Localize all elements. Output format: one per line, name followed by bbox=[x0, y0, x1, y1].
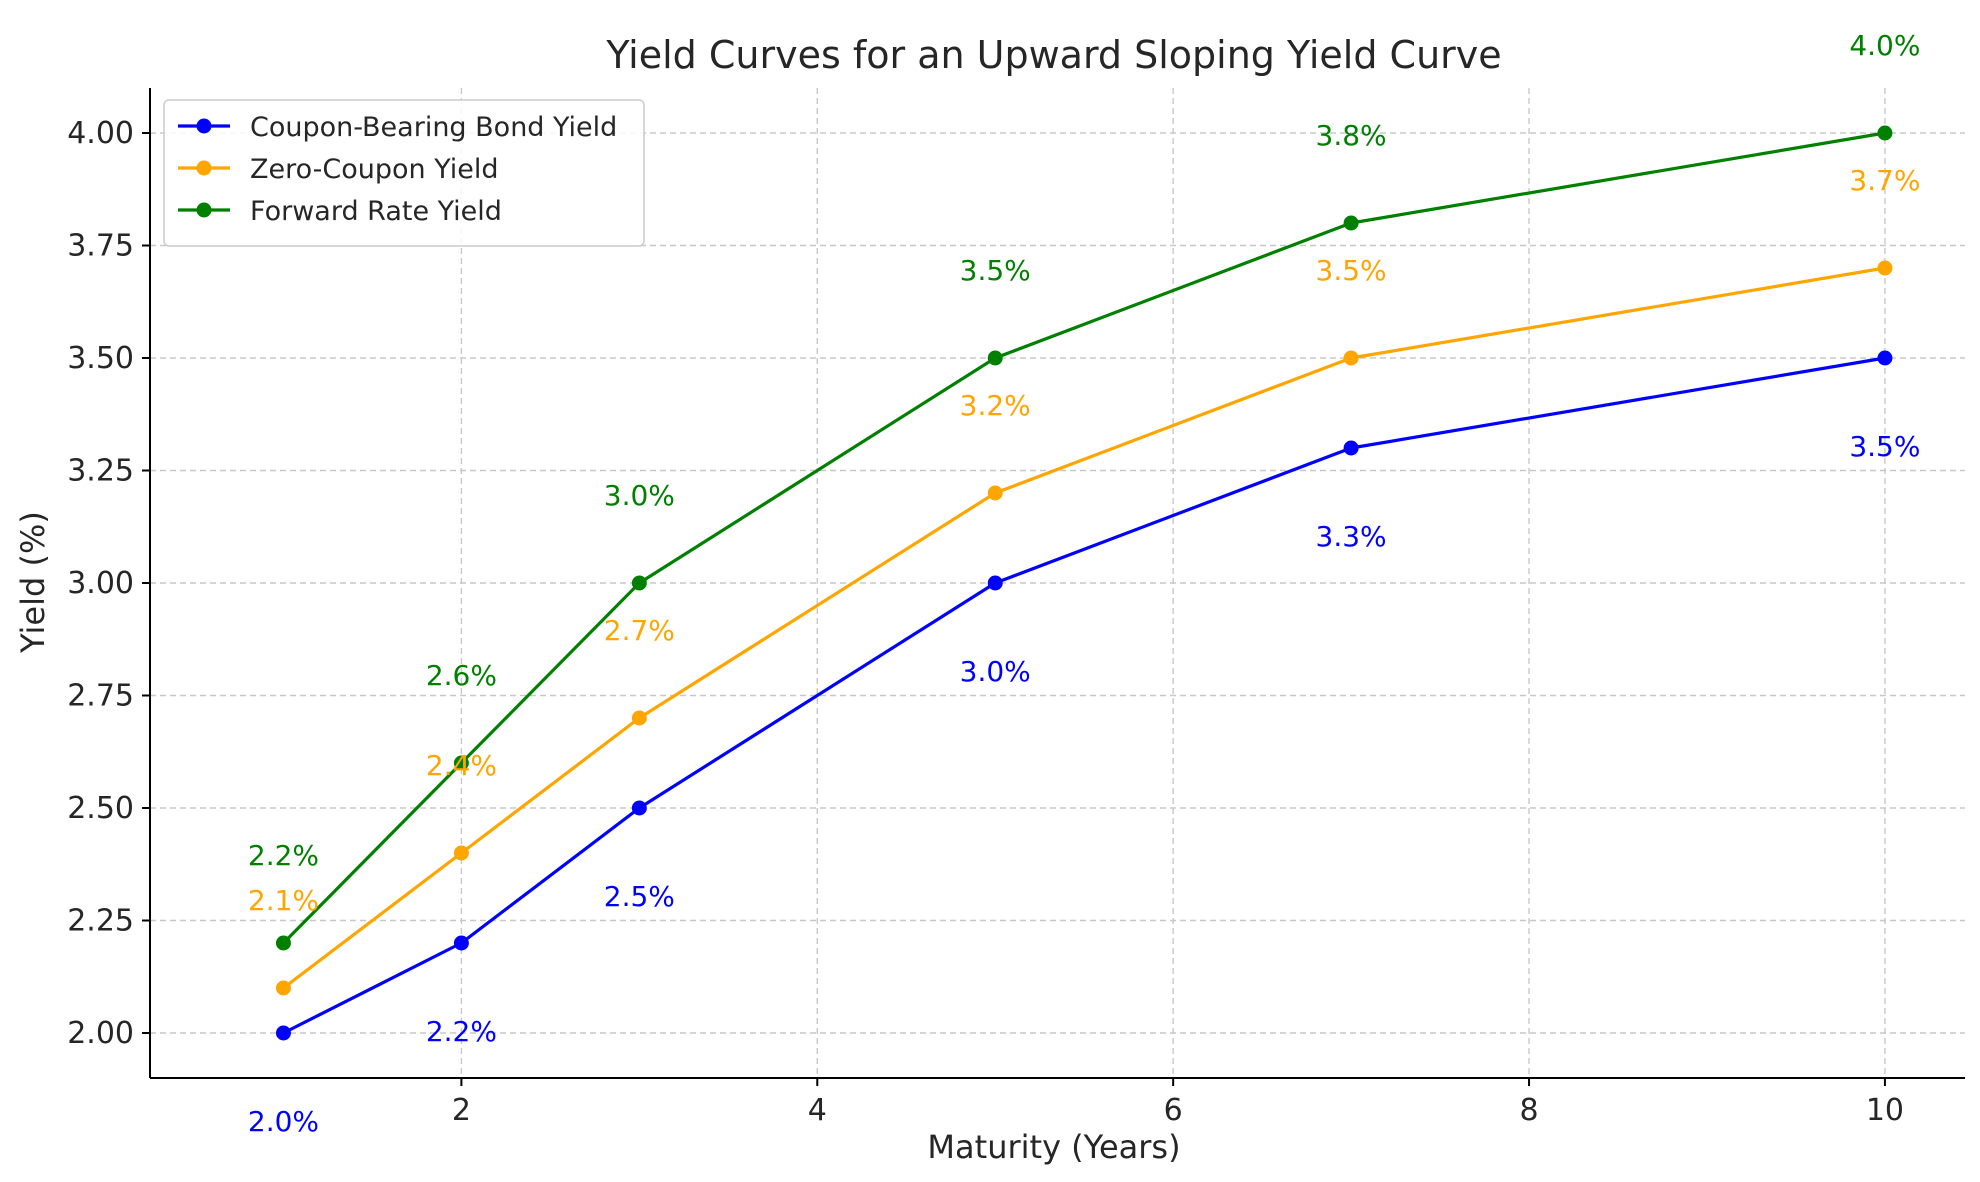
data-label: 2.5% bbox=[604, 880, 675, 913]
axes: 2 4 6 8 10 2.00 2.25 2.50 2.75 3.00 3.25 3.50 3.75 4.… bbox=[67, 88, 1965, 1128]
data-point bbox=[1343, 350, 1359, 366]
data-labels: 2.0% 2.2% 2.5% 3.0% 3.3% 3.5% 2.1% 2.4% 2.7% 3.2%… bbox=[248, 29, 1921, 1138]
y-tick-label: 3.25 bbox=[67, 454, 134, 489]
data-point bbox=[453, 755, 469, 771]
data-label: 3.0% bbox=[604, 479, 675, 512]
legend-entry-label: Coupon-Bearing Bond Yield bbox=[250, 112, 617, 143]
x-tick-label: 8 bbox=[1519, 1093, 1538, 1128]
data-label: 2.6% bbox=[426, 659, 497, 692]
legend: Coupon-Bearing Bond Yield Zero-Coupon Yie… bbox=[163, 99, 645, 247]
y-tick-label: 3.75 bbox=[67, 229, 134, 264]
data-label: 3.0% bbox=[960, 655, 1031, 688]
x-axis-label: Maturity (Years) bbox=[927, 1128, 1180, 1166]
data-label: 4.0% bbox=[1849, 29, 1920, 62]
data-point bbox=[631, 800, 647, 816]
data-label: 2.4% bbox=[426, 749, 497, 782]
data-label: 3.3% bbox=[1316, 520, 1387, 553]
legend-entry-label: Forward Rate Yield bbox=[250, 196, 502, 227]
data-point bbox=[1877, 125, 1893, 141]
data-label: 2.2% bbox=[248, 839, 319, 872]
x-tick-label: 10 bbox=[1866, 1093, 1904, 1128]
x-tick-label: 4 bbox=[808, 1093, 827, 1128]
data-point bbox=[453, 845, 469, 861]
y-tick-label: 2.25 bbox=[67, 904, 134, 939]
legend-frame bbox=[163, 99, 645, 247]
data-label: 3.2% bbox=[960, 389, 1031, 422]
legend-swatch-marker bbox=[196, 202, 212, 218]
data-point bbox=[987, 350, 1003, 366]
legend-entry-label: Zero-Coupon Yield bbox=[250, 154, 499, 185]
data-label: 2.0% bbox=[248, 1105, 319, 1138]
legend-swatch-marker bbox=[196, 160, 212, 176]
data-label: 3.5% bbox=[1316, 254, 1387, 287]
data-point bbox=[1343, 215, 1359, 231]
series-line bbox=[282, 356, 1886, 1035]
chart-title: Yield Curves for an Upward Sloping Yield… bbox=[605, 33, 1501, 77]
x-tick-label: 6 bbox=[1164, 1093, 1183, 1128]
data-point bbox=[1877, 260, 1893, 276]
data-label: 3.7% bbox=[1849, 164, 1920, 197]
data-point bbox=[275, 980, 291, 996]
data-label: 3.5% bbox=[1849, 430, 1920, 463]
y-tick-label: 2.00 bbox=[67, 1016, 134, 1051]
data-point bbox=[631, 710, 647, 726]
data-point bbox=[275, 1025, 291, 1041]
data-point bbox=[453, 935, 469, 951]
data-point bbox=[631, 575, 647, 591]
data-label: 2.1% bbox=[248, 884, 319, 917]
data-label: 2.7% bbox=[604, 614, 675, 647]
x-tick-label: 2 bbox=[452, 1093, 471, 1128]
data-point bbox=[1343, 440, 1359, 456]
legend-swatch-marker bbox=[196, 118, 212, 134]
series-lines bbox=[275, 125, 1893, 1041]
y-tick-label: 2.75 bbox=[67, 679, 134, 714]
data-point bbox=[1877, 350, 1893, 366]
y-tick-label: 4.00 bbox=[67, 116, 134, 151]
y-tick-label: 3.50 bbox=[67, 341, 134, 376]
data-label: 3.8% bbox=[1316, 119, 1387, 152]
y-axis-label: Yield (%) bbox=[14, 511, 52, 654]
y-tick-label: 3.00 bbox=[67, 566, 134, 601]
data-point bbox=[987, 575, 1003, 591]
series-line bbox=[282, 131, 1886, 945]
data-label: 3.5% bbox=[960, 254, 1031, 287]
y-tick-label: 2.50 bbox=[67, 791, 134, 826]
data-point bbox=[987, 485, 1003, 501]
series-line bbox=[282, 266, 1886, 990]
data-point bbox=[275, 935, 291, 951]
data-label: 2.2% bbox=[426, 1015, 497, 1048]
